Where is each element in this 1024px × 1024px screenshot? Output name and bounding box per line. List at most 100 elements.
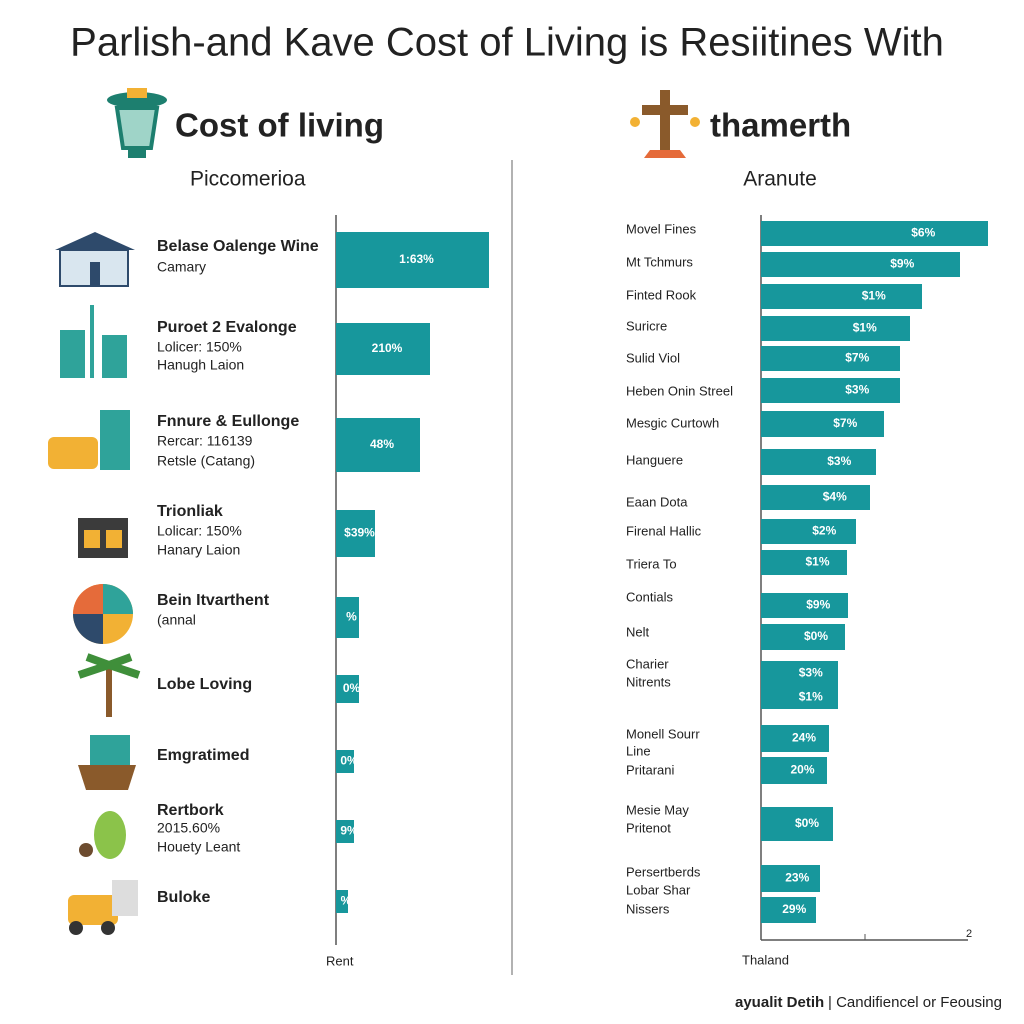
bar-label: 24% — [792, 731, 816, 745]
item-name: Pritarani — [626, 762, 675, 777]
bar — [761, 411, 884, 437]
bar-label: $3% — [799, 666, 823, 680]
item-name: Bein Itvarthent — [157, 592, 270, 609]
right-icon — [630, 90, 700, 158]
bar — [336, 323, 430, 375]
bar — [761, 686, 838, 709]
item-detail: Lolicer: 150% — [157, 339, 242, 355]
bar-label: $0% — [804, 629, 828, 643]
item-name: Buloke — [157, 889, 210, 906]
left-icons — [48, 232, 141, 935]
item-name: Monell Sourr — [626, 726, 700, 741]
bar-label: $7% — [845, 351, 869, 365]
item-detail: Rercar: 116139 — [157, 433, 253, 449]
bar-label: 23% — [785, 871, 809, 885]
bar — [336, 675, 359, 703]
bar-label: $7% — [833, 416, 857, 430]
bar — [761, 519, 856, 544]
item-name: Mesie May — [626, 802, 689, 817]
bar — [336, 597, 359, 638]
bar-label: $9% — [890, 257, 914, 271]
page-title: Parlish-and Kave Cost of Living is Resii… — [70, 21, 944, 65]
bar — [761, 757, 827, 784]
left-axis-label: Rent — [326, 953, 354, 968]
item-detail: Hanary Laion — [157, 542, 240, 558]
bar-label: 9% — [340, 824, 358, 838]
item-name: Firenal Hallic — [626, 523, 702, 538]
bar-label: $1% — [805, 555, 829, 569]
bar-label: $0% — [795, 816, 819, 830]
item-name: Triera To — [626, 556, 677, 571]
bar-label: $3% — [827, 454, 851, 468]
item-name: Persertberds — [626, 864, 701, 879]
item-name: Sulid Viol — [626, 350, 680, 365]
bar-label: $6% — [911, 226, 935, 240]
bar-label: 0% — [343, 681, 361, 695]
bar — [761, 284, 922, 309]
item-detail: Retsle (Catang) — [157, 453, 255, 469]
item-name: Nelt — [626, 624, 650, 639]
bar — [761, 252, 960, 277]
bar-label: $4% — [823, 490, 847, 504]
item-name: Contials — [626, 589, 673, 604]
item-name: Suricre — [626, 318, 667, 333]
bar-label: % — [341, 894, 352, 908]
item-name: Belase Oalenge Wine — [157, 238, 319, 255]
bar — [336, 890, 348, 913]
bar — [761, 550, 847, 575]
item-detail: 2015.60% — [157, 820, 220, 836]
item-name: Puroet 2 Evalonge — [157, 319, 297, 336]
bar-label: $9% — [806, 598, 830, 612]
left-heading: Cost of living — [175, 107, 384, 144]
right-subheading: Aranute — [743, 168, 817, 191]
item-name: Hanguere — [626, 452, 683, 467]
item-name: Trionliak — [157, 503, 223, 520]
bar — [761, 725, 829, 752]
bar-label: $39% — [344, 526, 375, 540]
bar-label: % — [346, 610, 357, 624]
item-detail: Houety Leant — [157, 839, 240, 855]
bar — [761, 661, 838, 686]
footer-text: | Candifiencel or Feousing — [828, 994, 1002, 1011]
bar-label: $1% — [862, 289, 886, 303]
bar — [336, 820, 354, 843]
item-name: Heben Onin Streel — [626, 383, 733, 398]
bar — [336, 750, 354, 773]
item-name: Movel Fines — [626, 221, 697, 236]
bar-label: $2% — [812, 524, 836, 538]
bar — [761, 485, 870, 510]
bar-label: $3% — [845, 383, 869, 397]
bar — [336, 510, 375, 557]
item-name: Charier — [626, 656, 669, 671]
item-name: Rertbork — [157, 802, 224, 819]
bar — [761, 897, 816, 923]
bar — [761, 624, 845, 650]
item-detail: (annal — [157, 612, 196, 628]
bar — [761, 449, 876, 475]
right-heading: thamerth — [710, 107, 851, 144]
item-name: Eaan Dota — [626, 494, 688, 509]
bar — [761, 865, 820, 892]
bar — [336, 232, 489, 288]
left-icon — [107, 88, 167, 158]
item-detail: Hanugh Laion — [157, 357, 244, 373]
item-name: Lobe Loving — [157, 676, 252, 693]
item-name: Finted Rook — [626, 287, 697, 302]
item-name: Pritenot — [626, 820, 671, 835]
item-name: Nissers — [626, 901, 670, 916]
item-name: Line — [626, 743, 651, 758]
bar — [336, 418, 420, 472]
item-detail: Lolicar: 150% — [157, 523, 242, 539]
bar — [761, 316, 910, 341]
right-axis-label: Thaland — [742, 952, 789, 967]
bar — [761, 807, 833, 841]
bar-label: 0% — [340, 754, 358, 768]
item-name: Nitrents — [626, 674, 671, 689]
item-detail: Camary — [157, 259, 206, 275]
bar-label: 48% — [370, 437, 394, 451]
bar-label: 20% — [790, 763, 814, 777]
bar-label: 210% — [372, 341, 403, 355]
bar-label: 1:63% — [399, 252, 434, 266]
footer-brand: ayualit Detih — [735, 994, 824, 1011]
